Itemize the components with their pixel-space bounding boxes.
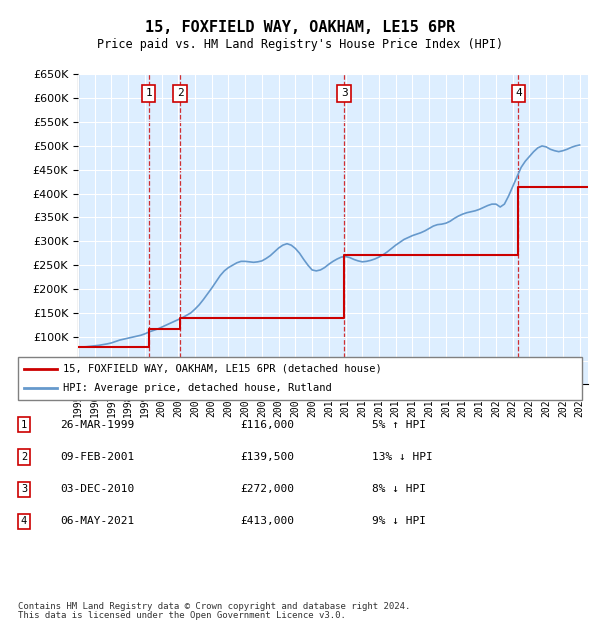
Text: 3: 3 (21, 484, 27, 494)
Text: 15, FOXFIELD WAY, OAKHAM, LE15 6PR (detached house): 15, FOXFIELD WAY, OAKHAM, LE15 6PR (deta… (63, 364, 382, 374)
Text: £116,000: £116,000 (240, 420, 294, 430)
Text: 1: 1 (21, 420, 27, 430)
Text: 2: 2 (177, 89, 184, 99)
Text: 15, FOXFIELD WAY, OAKHAM, LE15 6PR: 15, FOXFIELD WAY, OAKHAM, LE15 6PR (145, 20, 455, 35)
Text: £139,500: £139,500 (240, 452, 294, 462)
Text: 4: 4 (21, 516, 27, 526)
Text: £413,000: £413,000 (240, 516, 294, 526)
Text: This data is licensed under the Open Government Licence v3.0.: This data is licensed under the Open Gov… (18, 611, 346, 619)
Text: 3: 3 (341, 89, 347, 99)
Text: 03-DEC-2010: 03-DEC-2010 (60, 484, 134, 494)
Text: 26-MAR-1999: 26-MAR-1999 (60, 420, 134, 430)
Text: Contains HM Land Registry data © Crown copyright and database right 2024.: Contains HM Land Registry data © Crown c… (18, 602, 410, 611)
Text: 5% ↑ HPI: 5% ↑ HPI (372, 420, 426, 430)
Text: 1: 1 (145, 89, 152, 99)
FancyBboxPatch shape (18, 356, 582, 400)
Text: 06-MAY-2021: 06-MAY-2021 (60, 516, 134, 526)
Text: HPI: Average price, detached house, Rutland: HPI: Average price, detached house, Rutl… (63, 383, 332, 392)
Text: 8% ↓ HPI: 8% ↓ HPI (372, 484, 426, 494)
Text: 2: 2 (21, 452, 27, 462)
Text: 09-FEB-2001: 09-FEB-2001 (60, 452, 134, 462)
Text: 4: 4 (515, 89, 522, 99)
Text: £272,000: £272,000 (240, 484, 294, 494)
Text: 9% ↓ HPI: 9% ↓ HPI (372, 516, 426, 526)
Text: 13% ↓ HPI: 13% ↓ HPI (372, 452, 433, 462)
Text: Price paid vs. HM Land Registry's House Price Index (HPI): Price paid vs. HM Land Registry's House … (97, 38, 503, 51)
